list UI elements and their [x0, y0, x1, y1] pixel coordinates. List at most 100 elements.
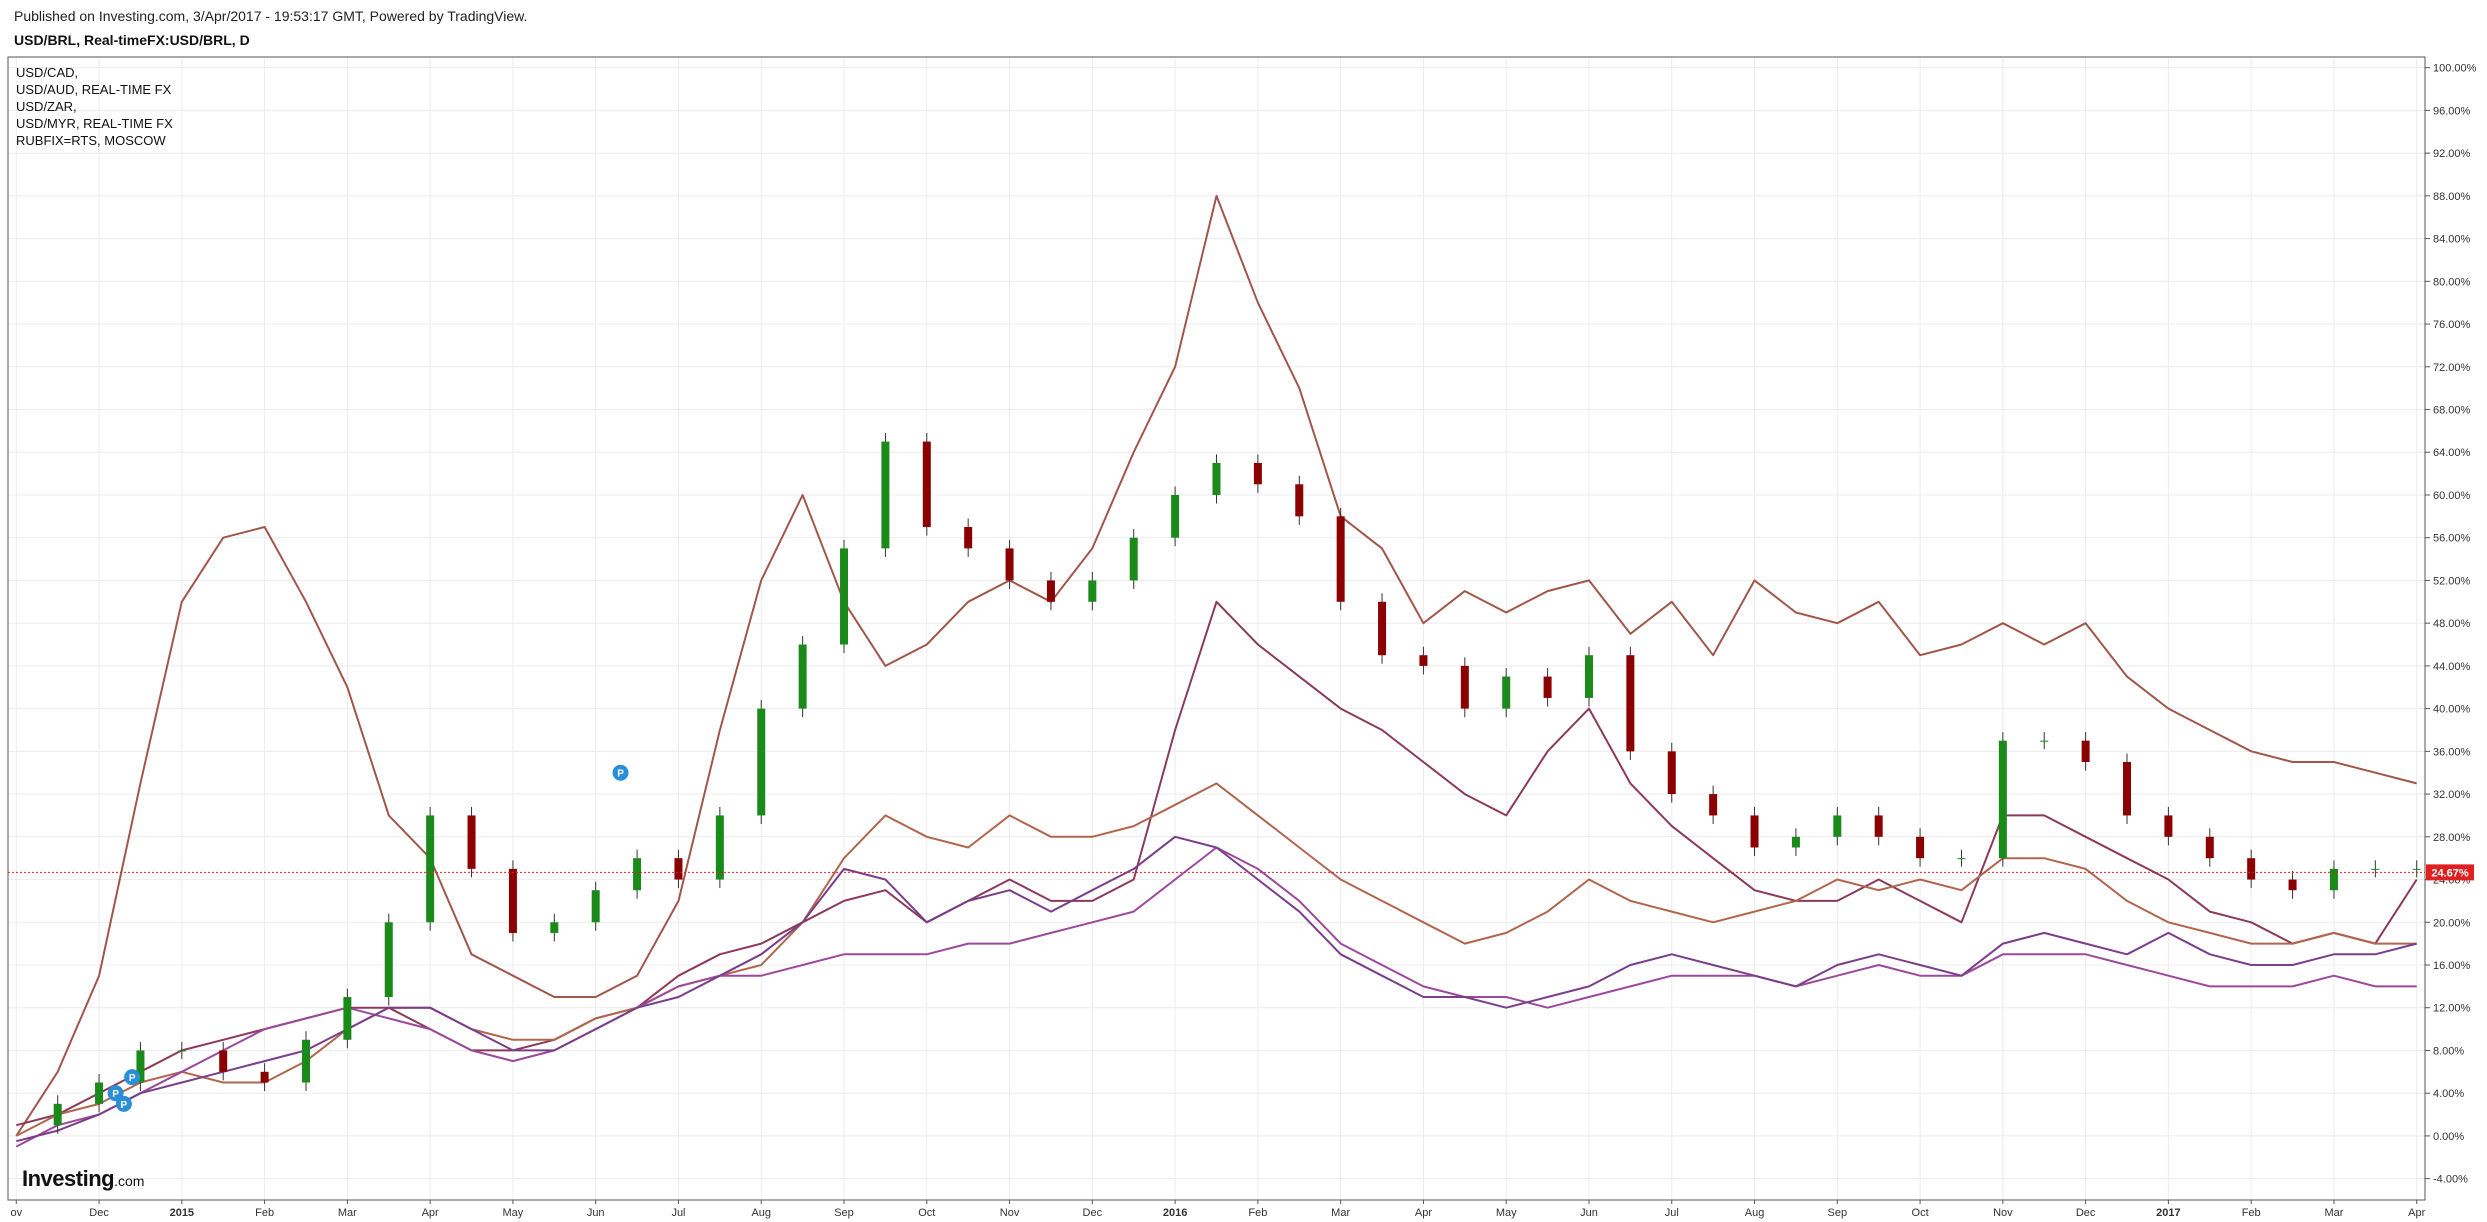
x-tick-label: Aug [751, 1207, 771, 1219]
event-marker-icon[interactable]: P [115, 1095, 132, 1112]
candle-body [715, 815, 724, 880]
x-tick-label: Nov [1993, 1207, 2013, 1219]
candle-body [2288, 879, 2297, 891]
candle-body [1088, 580, 1097, 602]
candle-body [1874, 815, 1883, 837]
candle-body [343, 997, 352, 1040]
event-marker-circle [612, 764, 629, 781]
y-tick-label: 16.00% [2433, 960, 2471, 972]
candle-body [1046, 580, 1055, 602]
y-tick-label: 8.00% [2433, 1045, 2464, 1057]
y-tick-label: 64.00% [2433, 447, 2471, 459]
candle-body [1212, 462, 1221, 495]
series-layer [15, 194, 2418, 1148]
candle-body [1584, 655, 1593, 698]
series-line-usd-aud [16, 600, 2418, 1127]
event-marker-letter: P [617, 769, 624, 780]
event-marker-letter: P [112, 1089, 119, 1100]
legend-item-usd-aud: USD/AUD, REAL-TIME FX [16, 82, 172, 97]
y-tick-label: 44.00% [2433, 661, 2471, 673]
candle-body [674, 858, 683, 880]
candle-body [1129, 537, 1138, 581]
legend-item-usd-myr: USD/MYR, REAL-TIME FX [16, 116, 173, 131]
x-tick-label: Apr [2408, 1207, 2425, 1219]
grid-layer [8, 57, 2425, 1200]
candle-body [633, 858, 642, 891]
last-value-box [2426, 864, 2474, 881]
legend-item-usd-cad: USD/CAD, [16, 65, 79, 80]
candle-body [1833, 815, 1842, 837]
candle-body [1460, 665, 1469, 709]
series-line-usd-cad [15, 194, 2417, 1137]
y-tick-label: 68.00% [2433, 405, 2471, 417]
event-marker-icon[interactable]: P [124, 1069, 141, 1086]
x-tick-label: Jun [587, 1207, 605, 1219]
last-value-label: 24.67% [2431, 867, 2469, 879]
candle-body [53, 1103, 62, 1126]
y-tick-label: 32.00% [2433, 789, 2471, 801]
y-tick-label: 80.00% [2433, 276, 2471, 288]
y-tick-label: 28.00% [2433, 832, 2471, 844]
candle-body [1998, 740, 2007, 859]
y-tick-label: 52.00% [2433, 575, 2471, 587]
candle-body [1957, 858, 1966, 860]
candle-body [798, 644, 807, 709]
x-tick-label: Mar [338, 1207, 357, 1219]
candle-body [1543, 676, 1552, 698]
candle-body [426, 815, 435, 923]
x-tick-label: Feb [2242, 1207, 2261, 1219]
y-tick-label: 40.00% [2433, 704, 2471, 716]
candle-body [757, 708, 766, 816]
candle-body [1295, 484, 1304, 517]
x-tick-label: Dec [89, 1207, 109, 1219]
candle-body [840, 548, 849, 645]
candle-body [2371, 868, 2380, 870]
x-tick-label: Oct [918, 1207, 935, 1219]
y-tick-label: 76.00% [2433, 319, 2471, 331]
candle-body [2123, 762, 2132, 816]
x-tick-label: Dec [2076, 1207, 2096, 1219]
event-marker-circle [124, 1069, 141, 1086]
candle-body [260, 1071, 269, 1083]
candle-body [301, 1039, 310, 1083]
y-tick-label: 96.00% [2433, 105, 2471, 117]
last-value-marker: 24.67% [8, 864, 2474, 881]
logo-brand: Investing [22, 1166, 115, 1191]
candle-body [219, 1050, 228, 1072]
candle-body [2329, 868, 2338, 891]
candle-body [1253, 462, 1262, 485]
candle-body [177, 1050, 186, 1052]
series-line-usd-myr [15, 846, 2417, 1148]
published-line: Published on Investing.com, 3/Apr/2017 -… [14, 8, 528, 24]
investing-logo: Investing.com [22, 1166, 144, 1192]
x-tick-label: Jun [1580, 1207, 1598, 1219]
x-tick-label: Feb [255, 1207, 274, 1219]
event-marker-circle [115, 1095, 132, 1112]
x-axis: ov Dec 2015 Feb Mar Apr May Jun Jul Aug Sep Oct Nov D… [10, 1200, 2426, 1219]
candle-body [1750, 815, 1759, 848]
candle-body [964, 527, 973, 549]
chart-symbol-title: USD/BRL, Real-timeFX:USD/BRL, D [14, 32, 250, 48]
logo-suffix: .com [114, 1173, 145, 1189]
legend-item-usd-zar: USD/ZAR, [16, 99, 77, 114]
event-marker-icon[interactable]: P [612, 764, 629, 781]
x-tick-label: May [503, 1207, 524, 1219]
candle-body [1791, 836, 1800, 848]
y-tick-label: 56.00% [2433, 533, 2471, 545]
plot-border [7, 56, 2426, 1201]
y-axis: 100.00% 96.00% 92.00% 88.00% 84.00% 80.00% 76.… [2425, 63, 2477, 1186]
candle-body [1171, 494, 1180, 538]
candle-body [550, 922, 559, 933]
y-tick-label: 84.00% [2433, 234, 2471, 246]
y-tick-label: 92.00% [2433, 148, 2471, 160]
candle-body [467, 815, 476, 869]
candle-body [1336, 516, 1345, 602]
candle-body [922, 441, 931, 528]
x-tick-label: Dec [1083, 1207, 1103, 1219]
series-line-usd-zar [15, 782, 2417, 1137]
candle-body [591, 890, 600, 923]
x-tick-label: Nov [1000, 1207, 1020, 1219]
y-tick-label: 100.00% [2433, 63, 2477, 75]
